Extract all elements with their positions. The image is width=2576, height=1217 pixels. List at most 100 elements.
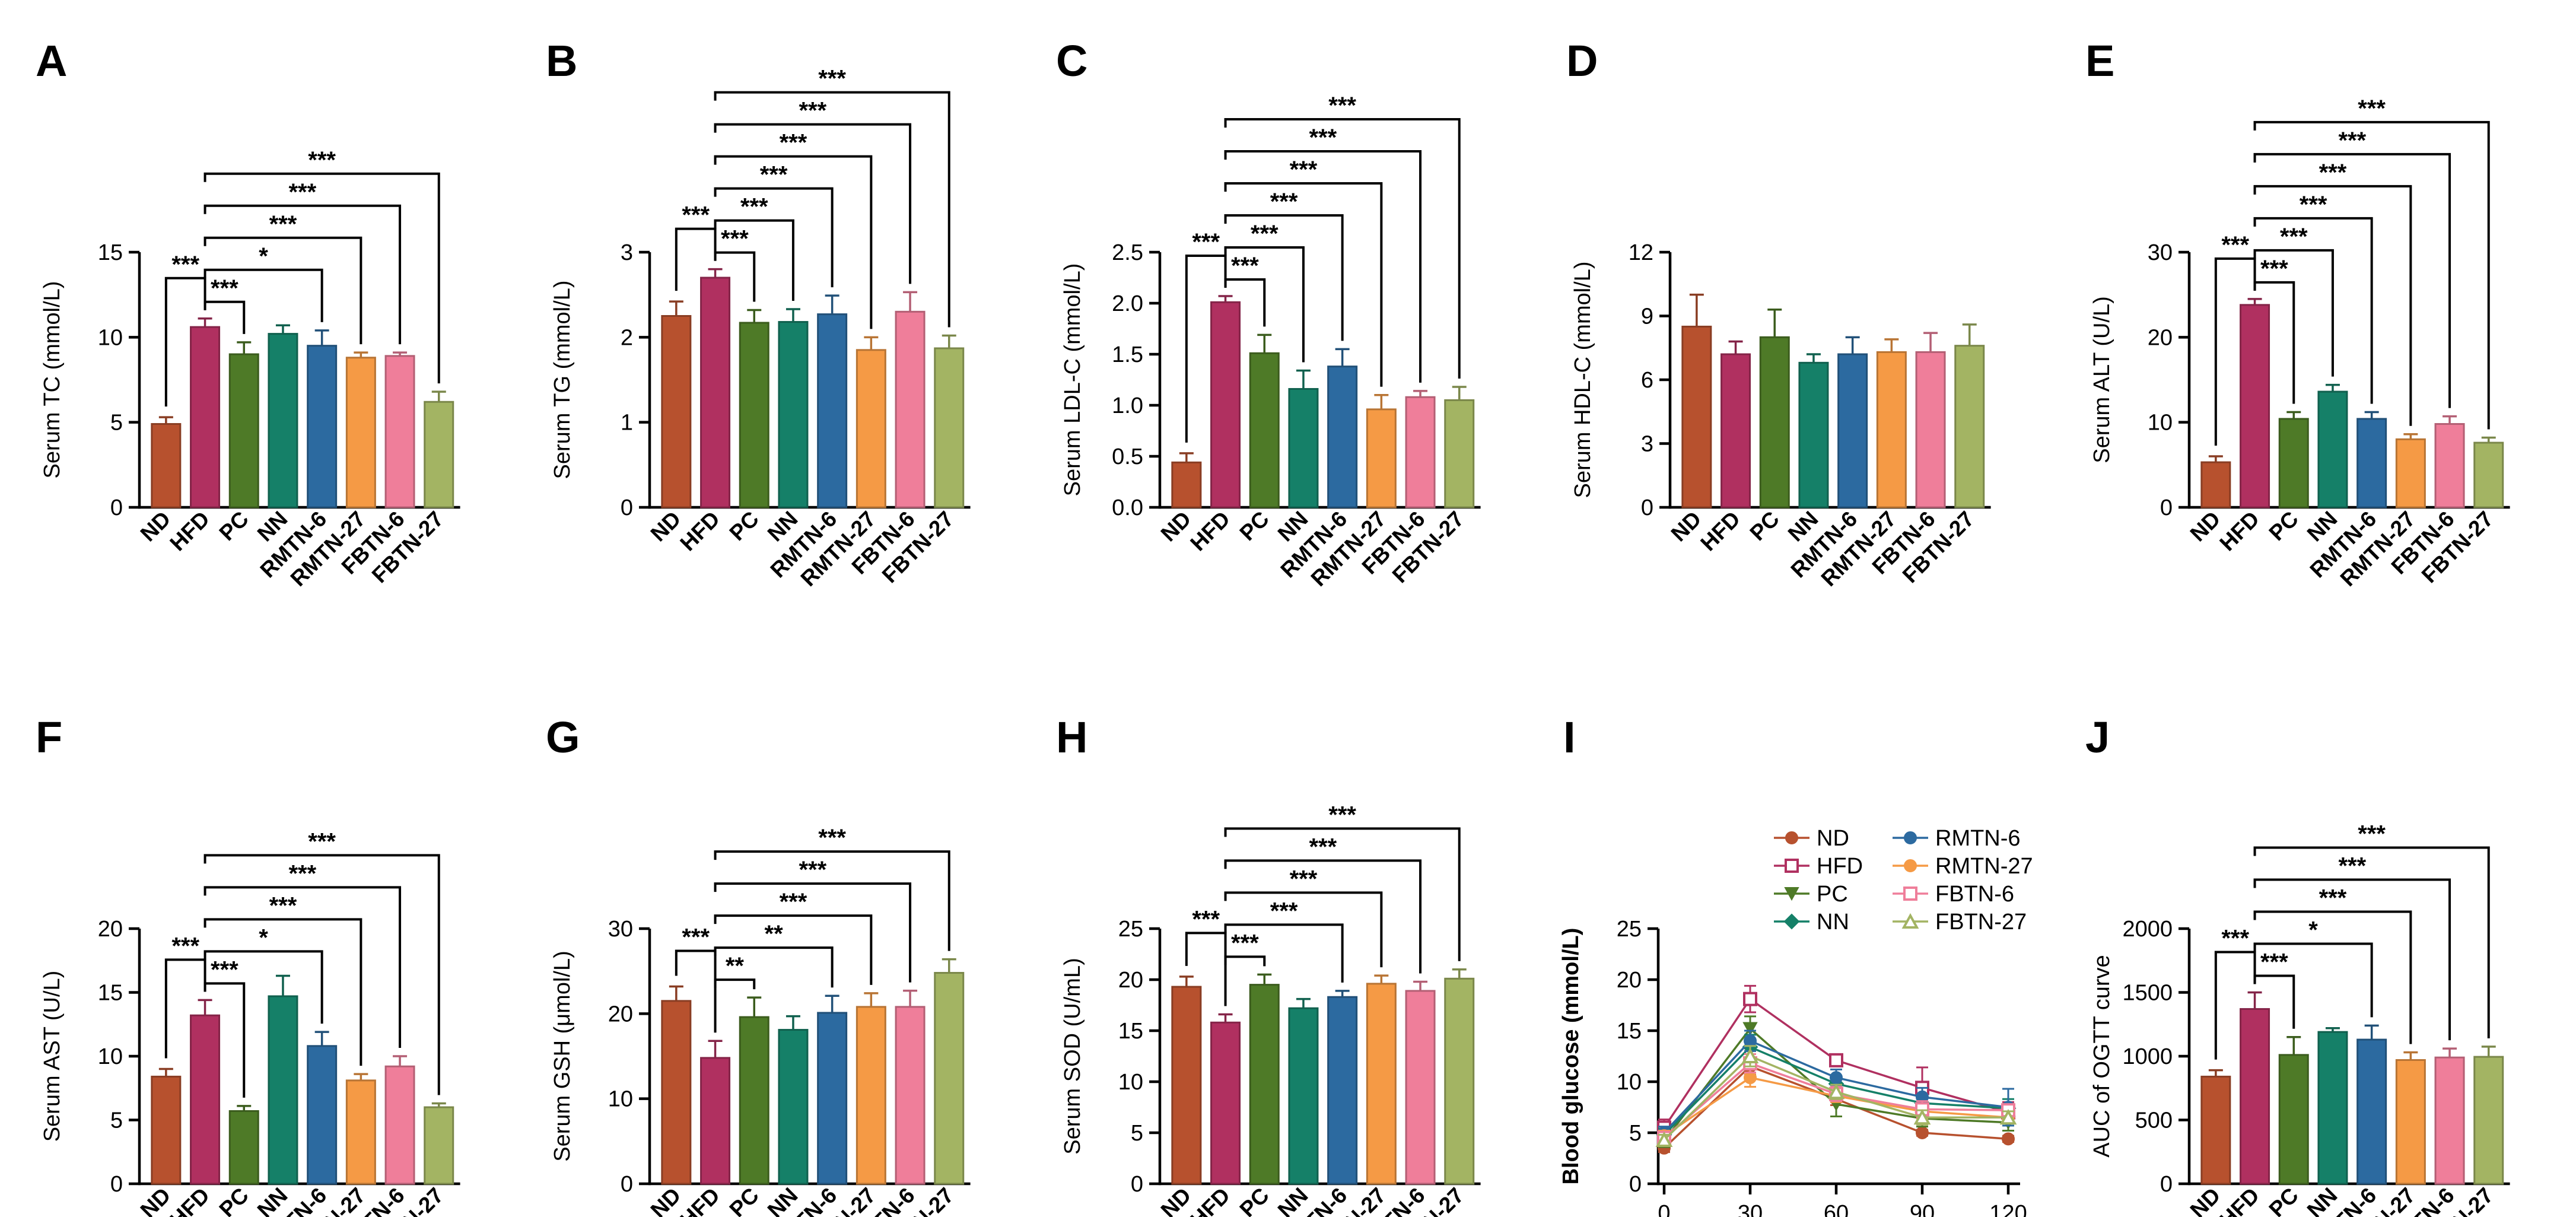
significance-bracket (2253, 910, 2412, 1044)
bar-HFD (190, 1014, 221, 1185)
significance-bracket (203, 854, 440, 1095)
y-axis-label: Serum GSH (μmol/L) (550, 951, 575, 1162)
bar-PC (739, 1016, 769, 1185)
significance-label: *** (780, 130, 807, 156)
x-tick-label: HFD (675, 507, 724, 556)
bar-RMTN-6 (1327, 996, 1358, 1185)
legend-marker (1904, 831, 1917, 844)
significance-bracket (203, 268, 323, 322)
panel-letter: C (1056, 36, 1087, 85)
legend-marker (1904, 859, 1917, 872)
significance-bracket (164, 277, 206, 407)
significance-bracket (2253, 942, 2373, 1018)
significance-bracket (1224, 923, 1344, 983)
significance-label: *** (171, 933, 199, 959)
x-tick-label: HFD (1696, 507, 1745, 556)
bar-RMTN-27 (856, 1006, 886, 1185)
significance-label: *** (1251, 221, 1279, 247)
significance-label: ** (765, 921, 784, 947)
x-tick-label: PC (1235, 507, 1274, 545)
legend-marker (1903, 886, 1917, 901)
bar-RMTN-6 (817, 1012, 848, 1185)
legend-label: FBTN-27 (1935, 910, 2027, 935)
panel-letter: I (1563, 713, 1576, 762)
bar-ND (1171, 986, 1202, 1185)
x-tick-label: 0 (1658, 1201, 1670, 1217)
significance-label: *** (1231, 253, 1259, 279)
panel-letter: G (546, 713, 580, 762)
significance-bracket (2214, 951, 2256, 1060)
y-tick-label: 0 (110, 495, 123, 520)
x-tick-label: PC (2265, 1183, 2303, 1217)
significance-label: *** (1309, 125, 1337, 151)
significance-label: *** (2221, 232, 2249, 258)
legend-label: RMTN-6 (1935, 826, 2021, 851)
x-tick-label: 90 (1910, 1201, 1935, 1217)
significance-bracket (2253, 120, 2490, 430)
bar-NN (268, 333, 298, 509)
y-tick-label: 10 (1118, 1070, 1143, 1095)
y-tick-label: 2 (621, 325, 633, 350)
legend-label: ND (1817, 826, 1849, 851)
y-tick-label: 25 (1617, 917, 1642, 942)
bar-FBTN-27 (424, 401, 454, 509)
significance-bracket (714, 219, 794, 301)
panel-I: I05101520250306090120Time (min)Blood glu… (1559, 713, 2033, 1217)
significance-bracket (1185, 932, 1227, 1006)
significance-label: *** (211, 275, 238, 301)
panel-letter: D (1566, 36, 1598, 85)
significance-bracket (714, 946, 834, 988)
bar-ND (1681, 325, 1712, 509)
y-tick-label: 15 (98, 981, 123, 1006)
x-tick-label: 30 (1738, 1201, 1763, 1217)
bar-PC (1249, 984, 1280, 1185)
significance-label: * (259, 924, 268, 951)
data-point (1829, 1053, 1843, 1067)
significance-bracket (203, 236, 362, 345)
data-point (1830, 1071, 1843, 1085)
significance-label: ** (726, 953, 745, 979)
legend-label: PC (1817, 882, 1848, 907)
significance-bracket (1224, 955, 1266, 967)
y-tick-label: 10 (1617, 1070, 1642, 1095)
y-tick-label: 6 (1641, 368, 1653, 393)
bar-NN (778, 321, 809, 509)
data-point (1742, 1022, 1758, 1036)
significance-label: *** (2319, 160, 2347, 186)
bar-NN (778, 1029, 809, 1185)
y-tick-label: 30 (2148, 240, 2173, 265)
significance-label: *** (2358, 821, 2386, 847)
bar-FBTN-27 (1954, 345, 1985, 509)
bar-NN (1288, 1007, 1319, 1185)
bar-ND (661, 1000, 692, 1185)
bar-HFD (700, 1057, 731, 1185)
significance-bracket (203, 172, 440, 384)
y-tick-label: 10 (608, 1087, 633, 1112)
y-tick-label: 1 (621, 411, 633, 436)
x-tick-label: PC (215, 1183, 253, 1217)
bar-HFD (2240, 304, 2270, 509)
data-point (1827, 1083, 1845, 1100)
significance-bracket (2253, 281, 2295, 404)
y-tick-label: 5 (1131, 1121, 1143, 1146)
x-tick-label: HFD (1185, 507, 1235, 556)
y-tick-label: 1.5 (1112, 342, 1143, 367)
significance-label: *** (1231, 930, 1259, 956)
y-tick-label: 0 (1629, 1172, 1642, 1197)
significance-label: *** (308, 147, 336, 173)
bar-FBTN-27 (2473, 1056, 2504, 1185)
significance-label: *** (288, 179, 316, 205)
legend-marker (1785, 831, 1798, 844)
y-tick-label: 1.0 (1112, 393, 1143, 418)
y-tick-label: 0 (1131, 1172, 1143, 1197)
legend: ND HFD PC NN RMTN-6 RMTN-27 FBTN-6 FBTN-27 (1774, 826, 2033, 935)
significance-bracket (203, 950, 323, 1024)
bar-FBTN-27 (1444, 399, 1475, 509)
legend-marker (1784, 887, 1799, 901)
y-tick-label: 20 (608, 1002, 633, 1027)
data-point (1999, 1109, 2017, 1125)
bar-RMTN-27 (2395, 438, 2426, 509)
